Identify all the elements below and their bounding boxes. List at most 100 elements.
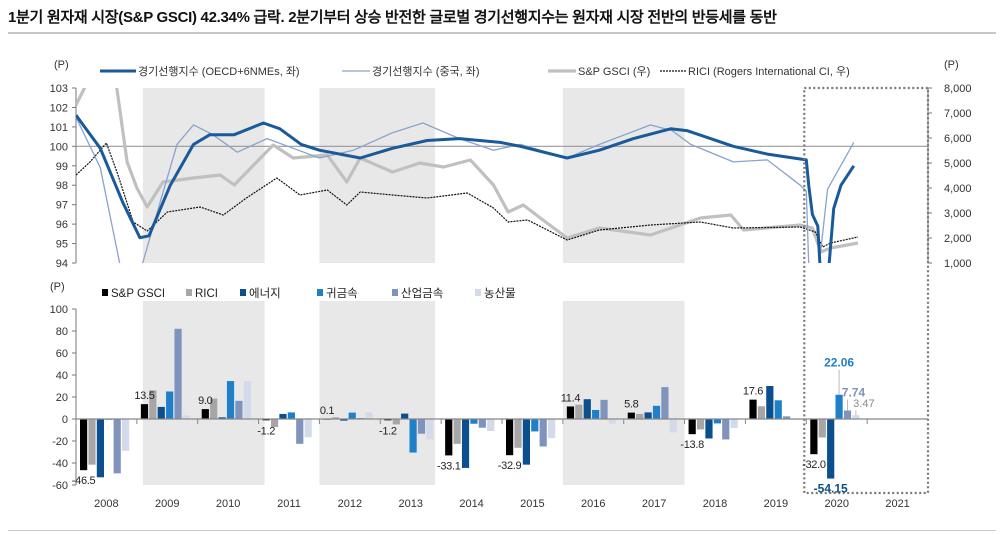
bar-legend-label-0: S&P GSCI <box>111 288 165 300</box>
bar-산업금속-2018 <box>722 419 730 440</box>
bar-legend-label-1: RICI <box>195 288 218 300</box>
bar-x-tick-label: 2020 <box>824 498 848 510</box>
title-divider <box>8 32 996 34</box>
bar-legend-label-3: 귀금속 <box>326 287 358 300</box>
bar-RICI-2018 <box>696 419 705 430</box>
bar-농산물-2011 <box>304 419 312 438</box>
bar-label-gsci-2008: -46.5 <box>72 475 96 487</box>
left-tick-label: 98 <box>56 180 68 192</box>
bar-x-tick-label: 2018 <box>703 498 727 510</box>
left-tick-label: 97 <box>56 200 68 212</box>
bar-에너지-2017 <box>644 412 652 419</box>
bar-legend-label-2: 에너지 <box>249 287 281 300</box>
bar-legend-swatch-2 <box>240 289 246 296</box>
bar-S&P GSCI-2014 <box>445 419 453 456</box>
left-tick-label: 94 <box>56 258 68 270</box>
bar-에너지-2020 <box>827 419 835 479</box>
bar-x-tick-label: 2015 <box>520 498 544 510</box>
bar-RICI-2012 <box>331 417 340 419</box>
bar-산업금속-2010 <box>235 400 243 419</box>
left-tick-label: 102 <box>50 102 68 114</box>
bar-에너지-2009 <box>157 406 165 419</box>
bar-label-gsci-2019: 17.6 <box>743 386 763 398</box>
bar-귀금속-2020 <box>835 394 843 419</box>
bar-RICI-2011 <box>270 419 279 428</box>
bar-x-tick-label: 2017 <box>642 498 666 510</box>
bar-에너지-2018 <box>705 419 713 439</box>
bar-농산물-2012 <box>365 412 373 419</box>
right-tick-label: 1,000 <box>944 258 972 270</box>
bar-label-gsci-2010: 9.0 <box>198 395 213 407</box>
bar-y-tick-label: -20 <box>52 436 68 448</box>
bar-S&P GSCI-2010 <box>201 409 209 419</box>
right-tick-label: 6,000 <box>944 133 972 145</box>
bar-에너지-2010 <box>218 417 226 419</box>
bar-농산물-2013 <box>426 419 434 440</box>
bar-농산물-2015 <box>548 419 556 439</box>
bar-label-gsci-2011: -1.2 <box>257 425 275 437</box>
bar-RICI-2019 <box>757 406 766 419</box>
bar-농산물-2017 <box>669 419 677 433</box>
bar-RICI-2014 <box>453 419 461 444</box>
bar-에너지-2011 <box>279 413 287 419</box>
bar-legend-label-4: 산업금속 <box>401 287 443 300</box>
bar-산업금속-2013 <box>417 419 426 434</box>
bar-S&P GSCI-2008 <box>80 419 88 471</box>
bar-RICI-2008 <box>88 419 96 465</box>
bar-S&P GSCI-2018 <box>688 419 696 435</box>
bar-y-tick-label: 40 <box>56 370 68 382</box>
bar-legend-swatch-3 <box>317 289 323 296</box>
bar-x-tick-label: 2011 <box>277 498 301 510</box>
bar-label-2020-2: 7.74 <box>842 385 866 399</box>
bar-에너지-2019 <box>766 386 774 419</box>
bar-귀금속-2019 <box>774 400 782 419</box>
bar-x-tick-label: 2016 <box>581 498 605 510</box>
highlight-box-2020 <box>803 86 930 495</box>
legend-label-2: S&P GSCI (우) <box>578 65 650 78</box>
bar-legend-swatch-1 <box>186 289 192 296</box>
bar-S&P GSCI-2016 <box>566 406 575 419</box>
bar-label-gsci-2016: 11.4 <box>561 392 581 404</box>
left-tick-label: 96 <box>56 219 68 231</box>
bar-y-tick-label: 0 <box>62 414 68 426</box>
bar-legend-swatch-0 <box>102 289 108 296</box>
bar-x-tick-label: 2019 <box>764 498 788 510</box>
bottom-divider <box>8 530 996 531</box>
right-tick-label: 8,000 <box>944 83 972 95</box>
bar-S&P GSCI-2015 <box>506 419 514 456</box>
left-tick-label: 99 <box>56 161 68 173</box>
bar-산업금속-2019 <box>783 416 791 419</box>
right-unit-label: (P) <box>944 59 959 71</box>
left-tick-label: 103 <box>50 83 68 95</box>
bar-산업금속-2016 <box>600 399 608 419</box>
bar-귀금속-2012 <box>348 412 356 419</box>
bar-y-tick-label: 60 <box>56 348 68 360</box>
line-series-2 <box>76 88 859 254</box>
bar-x-tick-label: 2013 <box>398 498 422 510</box>
bar-산업금속-2008 <box>113 419 121 474</box>
right-tick-label: 5,000 <box>944 158 972 170</box>
shade-bottom-1 <box>319 301 436 485</box>
bar-에너지-2008 <box>96 419 104 478</box>
right-tick-label: 4,000 <box>944 183 972 195</box>
bar-y-tick-label: 20 <box>56 392 68 404</box>
bar-label-2020-1: 22.06 <box>824 356 854 370</box>
bar-귀금속-2016 <box>592 409 600 419</box>
bar-농산물-2016 <box>608 419 617 424</box>
bar-label-gsci-2015: -32.9 <box>498 460 522 472</box>
bar-label-gsci-2013: -1.2 <box>379 425 397 437</box>
right-tick-label: 3,000 <box>944 208 972 220</box>
bar-S&P GSCI-2019 <box>749 399 757 419</box>
left-unit-label: (P) <box>54 59 69 71</box>
bar-y-tick-label: 100 <box>50 304 68 316</box>
bar-x-tick-label: 2008 <box>94 498 118 510</box>
bar-농산물-2010 <box>243 381 251 419</box>
bar-에너지-2012 <box>340 419 348 421</box>
line-series-3 <box>76 142 859 248</box>
left-tick-label: 95 <box>56 239 68 251</box>
bar-농산물-2018 <box>730 419 738 429</box>
bar-y-tick-label: -40 <box>52 458 68 470</box>
bar-label-gsci-2014: -33.1 <box>437 460 461 472</box>
bar-귀금속-2013 <box>409 419 417 453</box>
